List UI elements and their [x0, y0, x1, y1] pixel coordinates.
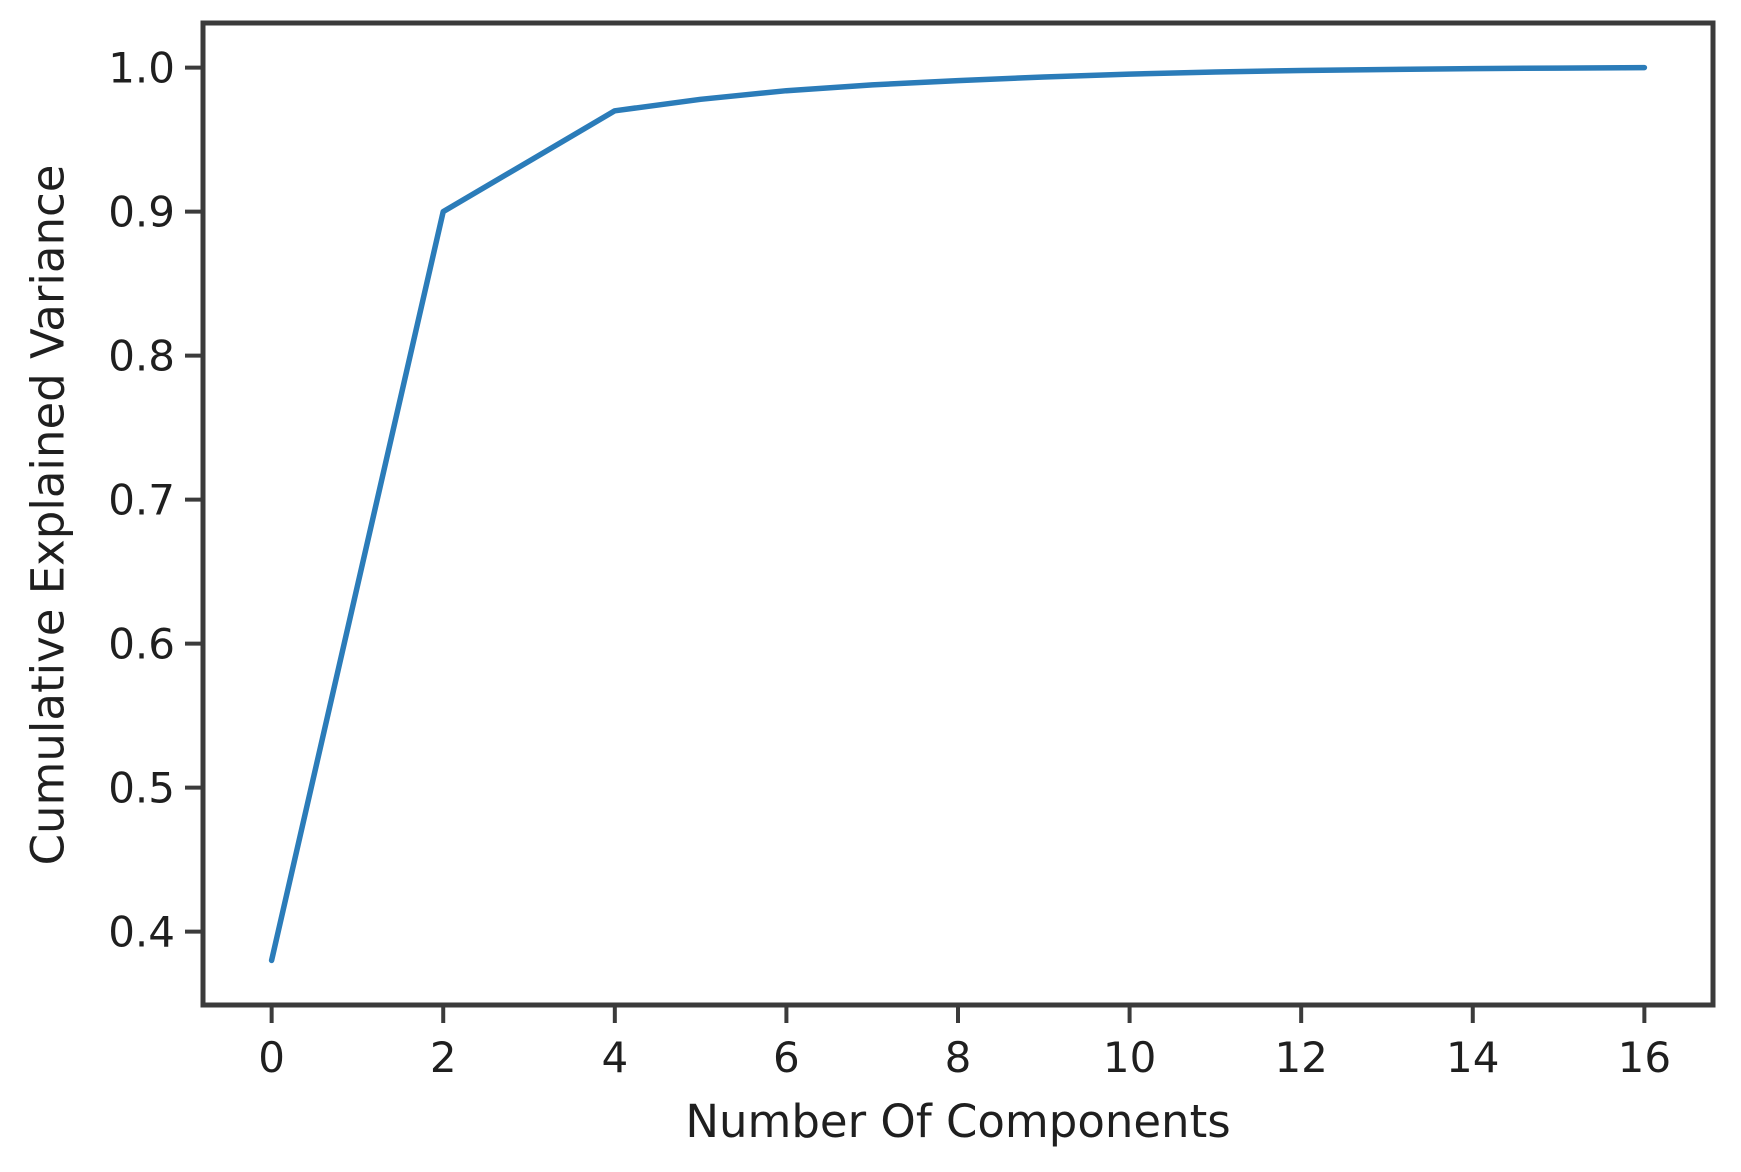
- variance-line: [268, 64, 1648, 964]
- x-axis-label: Number Of Components: [685, 1095, 1231, 1148]
- plot-border: [200, 20, 1716, 1008]
- x-tick-label: 4: [601, 1033, 628, 1082]
- y-tick-label: 0.4: [108, 908, 175, 957]
- x-tick-label: 6: [773, 1033, 800, 1082]
- y-tick-label: 0.7: [108, 476, 175, 525]
- y-tick-label: 1.0: [108, 44, 175, 93]
- x-tick-label: 12: [1274, 1033, 1327, 1082]
- x-tick-label: 16: [1618, 1033, 1671, 1082]
- x-tick-label: 14: [1446, 1033, 1499, 1082]
- y-tick-label: 0.6: [108, 620, 175, 669]
- x-tick-label: 10: [1103, 1033, 1156, 1082]
- x-tick-label: 0: [258, 1033, 285, 1082]
- y-tick-label: 0.8: [108, 332, 175, 381]
- x-tick-label: 2: [430, 1033, 457, 1082]
- y-axis-label: Cumulative Explained Variance: [21, 164, 75, 866]
- x-tick-label: 8: [945, 1033, 972, 1082]
- y-tick-label: 0.5: [108, 764, 175, 813]
- y-tick-label: 0.9: [108, 188, 175, 237]
